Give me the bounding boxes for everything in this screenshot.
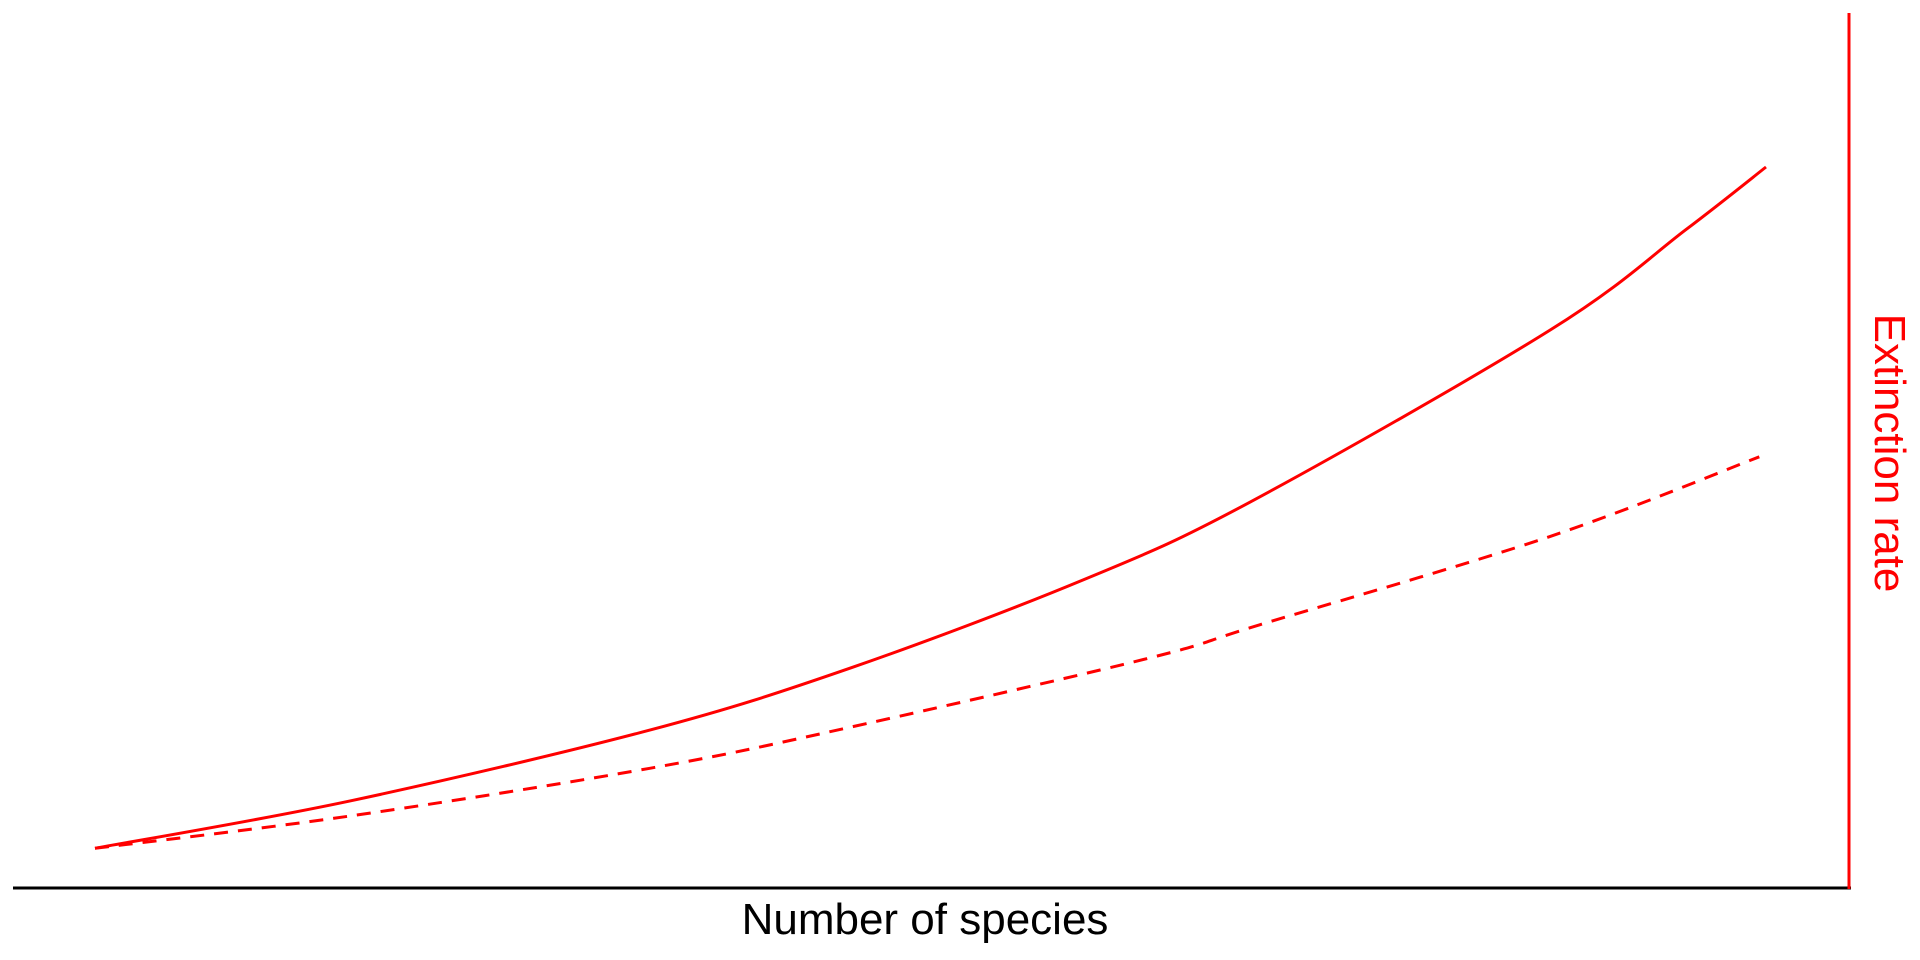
extinction-curve-dashed [94, 455, 1760, 850]
y-axis-label: Extinction rate [1865, 313, 1914, 593]
extinction-curve-solid [94, 165, 1767, 850]
x-axis-label: Number of species [741, 895, 1109, 944]
